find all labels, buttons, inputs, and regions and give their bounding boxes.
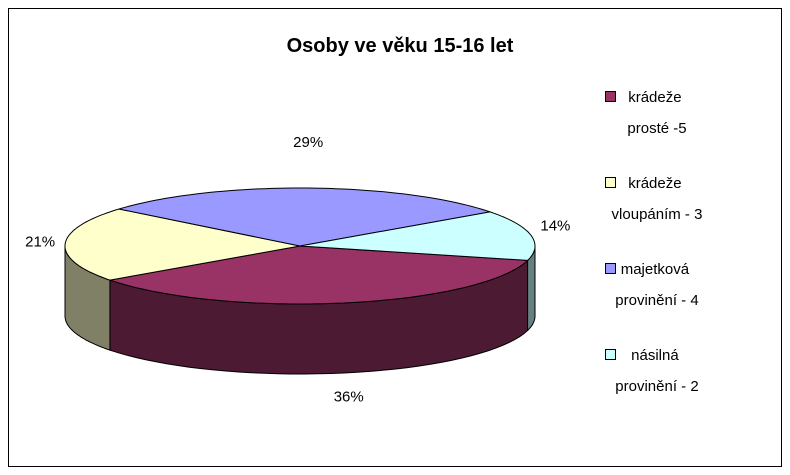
data-label: 14% [540, 218, 570, 235]
legend-line: provinění - 2 [615, 378, 698, 395]
pie-slice [118, 187, 491, 247]
pie-slice [299, 211, 536, 261]
pie-slice [64, 208, 301, 281]
legend-label: násilná provinění - 2 [615, 347, 698, 395]
data-label: 36% [334, 388, 364, 405]
data-label: 21% [25, 234, 55, 251]
chart-title: Osoby ve věku 15-16 let [287, 35, 514, 57]
legend-line: majetková [621, 261, 694, 278]
legend-swatch [605, 263, 616, 274]
legend-swatch [605, 349, 616, 360]
legend-label: krádeže prosté -5 [627, 89, 686, 137]
legend-label: majetková provinění - 4 [615, 261, 698, 309]
legend-line: krádeže [628, 89, 686, 106]
legend-swatch [605, 177, 616, 188]
legend-line: násilná [631, 347, 683, 364]
legend-line: vloupáním - 3 [612, 206, 703, 223]
legend-line: krádeže [628, 175, 686, 192]
pie-slice [109, 245, 529, 305]
legend-line: prosté -5 [627, 120, 686, 137]
legend-swatch [605, 91, 616, 102]
data-label: 29% [293, 134, 323, 151]
legend-label: krádeže vloupáním - 3 [612, 175, 703, 223]
legend-line: provinění - 4 [615, 292, 698, 309]
